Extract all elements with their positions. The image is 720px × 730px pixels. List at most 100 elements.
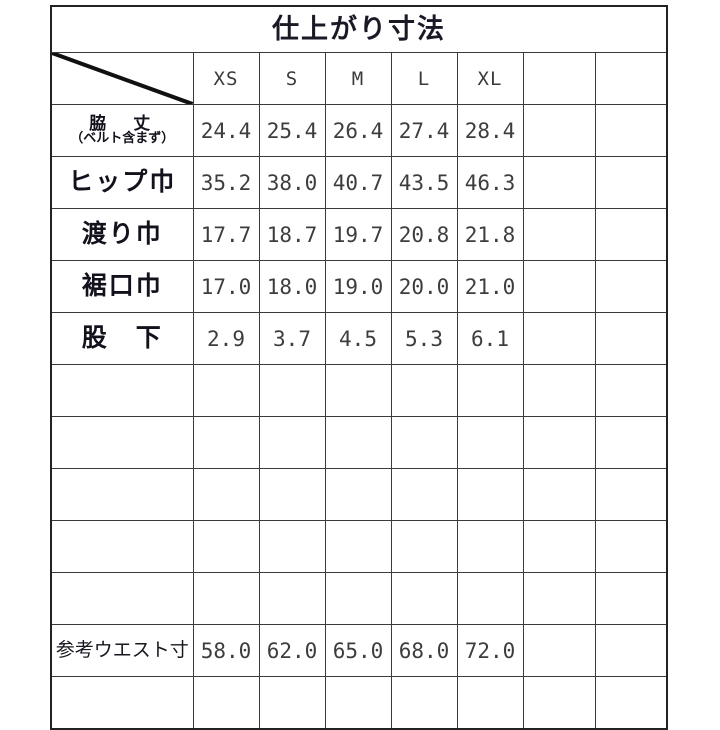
cell-value: 6.1 — [471, 326, 509, 351]
data-cell — [456, 364, 524, 417]
size-header-blank-cell — [522, 52, 596, 105]
data-cell: 17.7 — [192, 208, 260, 261]
data-cell — [324, 416, 392, 469]
data-cell — [258, 520, 326, 573]
data-cell — [192, 572, 260, 625]
row-label-cell: 渡り巾 — [50, 208, 194, 261]
data-cell — [324, 364, 392, 417]
row-label-cell: 参考ウエスト寸 — [50, 624, 194, 677]
data-cell: 21.8 — [456, 208, 524, 261]
data-cell: 35.2 — [192, 156, 260, 209]
data-cell: 2.9 — [192, 312, 260, 365]
row-label-cell — [50, 416, 194, 469]
data-cell: 21.0 — [456, 260, 524, 313]
cell-value: 19.0 — [332, 274, 384, 299]
data-blank-cell — [522, 312, 596, 365]
data-cell: 46.3 — [456, 156, 524, 209]
cell-value: 19.7 — [332, 222, 384, 247]
data-cell: 25.4 — [258, 104, 326, 157]
data-cell — [192, 416, 260, 469]
data-cell: 38.0 — [258, 156, 326, 209]
table-row — [50, 520, 668, 573]
data-cell — [456, 416, 524, 469]
cell-value: 4.5 — [339, 326, 377, 351]
cell-value: 5.3 — [405, 326, 443, 351]
data-cell — [258, 676, 326, 730]
data-blank-cell — [594, 416, 668, 469]
data-cell: 6.1 — [456, 312, 524, 365]
data-cell: 17.0 — [192, 260, 260, 313]
cell-value: 21.8 — [464, 222, 516, 247]
data-cell — [390, 676, 458, 730]
size-header-label: XS — [213, 67, 239, 90]
data-cell — [390, 468, 458, 521]
cell-value: 21.0 — [464, 274, 516, 299]
row-label: ヒップ巾 — [68, 168, 177, 197]
data-cell — [324, 520, 392, 573]
data-cell — [258, 364, 326, 417]
data-cell: 72.0 — [456, 624, 524, 677]
row-label: 股 下 — [81, 324, 163, 353]
row-label-stack: ヒップ巾 — [52, 168, 192, 197]
data-cell — [390, 364, 458, 417]
cell-value: 40.7 — [332, 170, 384, 195]
cell-value: 58.0 — [200, 638, 252, 663]
row-label-stack: 脇 丈（ベルト含まず） — [52, 114, 192, 147]
row-label: 渡り巾 — [81, 220, 163, 249]
data-cell: 28.4 — [456, 104, 524, 157]
cell-value: 2.9 — [207, 326, 245, 351]
data-cell — [324, 676, 392, 730]
data-cell — [456, 520, 524, 573]
row-label-stack: 渡り巾 — [52, 220, 192, 249]
size-header-cell: XS — [192, 52, 260, 105]
data-cell — [324, 468, 392, 521]
data-blank-cell — [594, 572, 668, 625]
data-blank-cell — [522, 572, 596, 625]
row-label-stack: 裾口巾 — [52, 272, 192, 301]
table-row — [50, 364, 668, 417]
size-header-blank-cell — [594, 52, 668, 105]
data-blank-cell — [522, 260, 596, 313]
row-sublabel: （ベルト含まず） — [70, 130, 175, 146]
data-cell — [390, 572, 458, 625]
table-row: 参考ウエスト寸 58.0 62.0 65.0 68.0 72.0 — [50, 624, 668, 677]
data-cell — [258, 572, 326, 625]
cell-value: 27.4 — [398, 118, 450, 143]
data-blank-cell — [594, 364, 668, 417]
table-row: 裾口巾 17.0 18.0 19.0 20.0 21.0 — [50, 260, 668, 313]
size-header-label: L — [417, 67, 431, 90]
data-cell: 3.7 — [258, 312, 326, 365]
size-header-cell: L — [390, 52, 458, 105]
cell-value: 17.7 — [200, 222, 252, 247]
data-blank-cell — [594, 624, 668, 677]
data-blank-cell — [522, 156, 596, 209]
data-blank-cell — [522, 624, 596, 677]
table-row: ヒップ巾 35.2 38.0 40.7 43.5 46.3 — [50, 156, 668, 209]
data-cell — [390, 520, 458, 573]
data-cell: 19.0 — [324, 260, 392, 313]
data-cell — [390, 416, 458, 469]
cell-value: 26.4 — [332, 118, 384, 143]
row-label-cell: ヒップ巾 — [50, 156, 194, 209]
row-label: 参考ウエスト寸 — [55, 639, 189, 661]
data-cell: 58.0 — [192, 624, 260, 677]
row-label: 裾口巾 — [81, 272, 163, 301]
row-label-cell: 裾口巾 — [50, 260, 194, 313]
cell-value: 62.0 — [266, 638, 318, 663]
cell-value: 25.4 — [266, 118, 318, 143]
cell-value: 24.4 — [200, 118, 252, 143]
title-cell: 仕上がり寸法 — [50, 5, 668, 53]
finished-dimensions-table: 仕上がり寸法 XS S M L XL 脇 丈（ベルト含まず） 24.4 25.4 26.4 27.4… — [50, 5, 668, 730]
cell-value: 68.0 — [398, 638, 450, 663]
cell-value: 38.0 — [266, 170, 318, 195]
size-header-cell: M — [324, 52, 392, 105]
data-blank-cell — [594, 104, 668, 157]
table-row — [50, 416, 668, 469]
data-cell — [324, 572, 392, 625]
data-cell: 18.0 — [258, 260, 326, 313]
data-cell: 40.7 — [324, 156, 392, 209]
data-blank-cell — [594, 208, 668, 261]
cell-value: 65.0 — [332, 638, 384, 663]
data-cell: 19.7 — [324, 208, 392, 261]
